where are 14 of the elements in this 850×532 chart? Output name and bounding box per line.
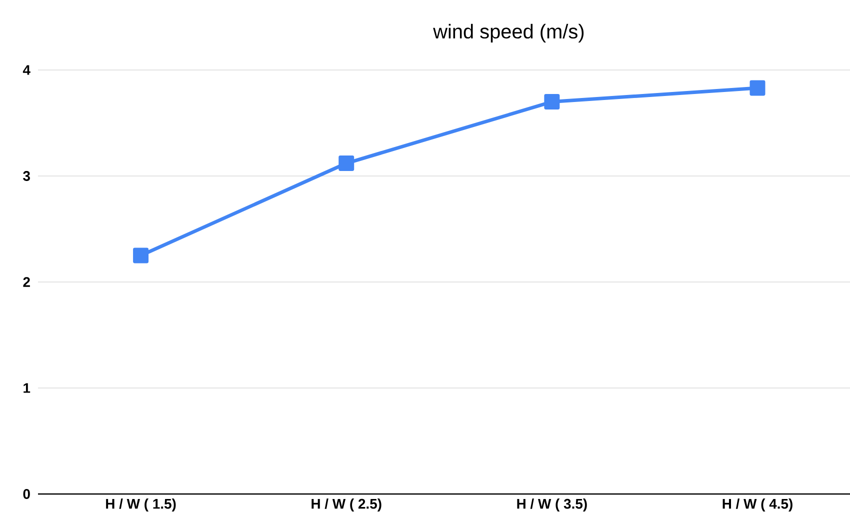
y-tick-label: 2 [23, 277, 30, 287]
point [133, 248, 149, 264]
x-tick-label: H / W ( 1.5) [106, 498, 176, 512]
x-tick-label: H / W ( 2.5) [312, 498, 382, 512]
y-tick-label: 3 [23, 171, 30, 181]
x-tick-label: H / W ( 3.5) [517, 498, 587, 512]
point [338, 156, 354, 172]
y-tick-label: 1 [24, 383, 30, 393]
y-tick-label: 0 [23, 489, 30, 499]
point [544, 94, 560, 110]
x-tick-label: H / W ( 4.5) [722, 498, 792, 512]
point [750, 80, 766, 96]
y-tick-label: 4 [22, 65, 30, 75]
chart-title: wind speed (m/s) [433, 24, 584, 43]
